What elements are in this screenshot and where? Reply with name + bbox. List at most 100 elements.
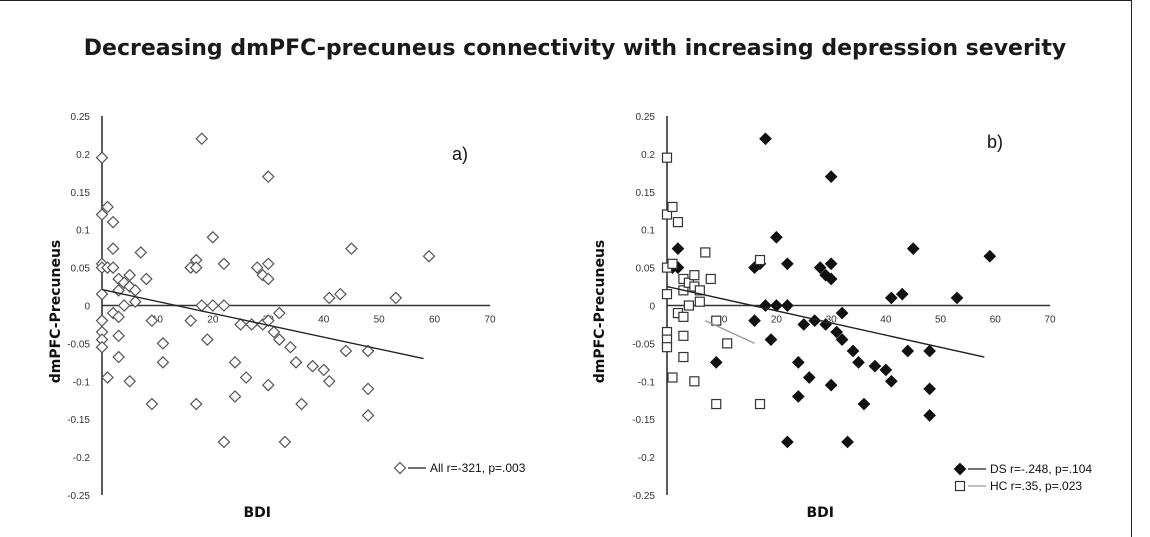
data-point-all [189, 261, 203, 274]
data-point-all [261, 378, 275, 392]
data-point-all [101, 200, 114, 214]
data-point-ds [802, 371, 816, 384]
data-point-ds [895, 287, 909, 301]
data-point-all [95, 208, 109, 221]
data-point-hc [678, 351, 689, 363]
data-point-all [284, 340, 297, 354]
data-point-all [156, 356, 170, 369]
data-point-ds [841, 435, 854, 449]
data-point-all [217, 299, 231, 312]
data-point-hc [694, 285, 705, 296]
x-tick-label: 20 [771, 315, 783, 326]
data-point-all [206, 299, 220, 312]
data-point-all [95, 340, 109, 354]
data-point-all [195, 132, 209, 146]
data-point-ds [824, 272, 838, 286]
data-point-ds [813, 261, 827, 274]
data-point-all [239, 371, 253, 384]
x-tick-label: 60 [990, 315, 1002, 326]
data-point-all [273, 306, 286, 320]
y-tick-label: 0.2 [641, 150, 655, 161]
data-point-all [389, 291, 403, 305]
data-point-all [112, 310, 125, 324]
data-point-ds [868, 359, 882, 373]
frame-right-border [1131, 0, 1132, 537]
chart-panel-a: 0.25 0.2 0.15 0.1 0.05 0 -0.05 -0.1 -0.15 -0.2 -0.… [0, 100, 565, 537]
data-point-ds [852, 356, 865, 369]
x-tick-label: 50 [935, 315, 947, 326]
data-point-hc [689, 376, 700, 387]
data-point-ds [824, 170, 838, 183]
x-tick-label: 10 [716, 315, 728, 326]
x-tick-label: 70 [484, 315, 496, 326]
data-point-all [339, 344, 353, 358]
data-point-all [361, 382, 375, 396]
data-point-ds [835, 333, 849, 346]
y-tick-label: 0.05 [636, 264, 656, 275]
data-point-hc [689, 270, 700, 281]
data-point-hc [678, 311, 689, 322]
data-point-all [139, 272, 153, 286]
data-point-all [267, 325, 281, 339]
data-point-hc [754, 254, 766, 266]
data-point-all [106, 261, 120, 274]
data-point-all [228, 390, 242, 403]
scatter-chart-a: 0.25 0.2 0.15 0.1 0.05 0 -0.05 -0.1 -0.15 -0.2 -0.… [48, 112, 526, 521]
data-point-all [289, 356, 303, 369]
y-tick-label: -0.25 [632, 491, 655, 502]
y-axis-title: dmPFC-Precuneus [48, 240, 64, 384]
y-tick-label: -0.1 [73, 377, 91, 388]
data-point-hc [667, 201, 678, 213]
x-tick-label: 10 [152, 315, 164, 326]
y-tick-label: 0.05 [71, 264, 91, 275]
y-tick-label: -0.15 [67, 415, 90, 426]
data-point-ds [901, 344, 915, 358]
data-point-all [123, 374, 137, 388]
frame-top-border [0, 0, 1132, 1]
data-point-all [195, 299, 209, 312]
data-point-all [95, 151, 109, 165]
data-point-all [128, 295, 142, 309]
data-point-hc [667, 258, 678, 269]
data-point-all [322, 291, 336, 305]
y-tick-label: 0.15 [636, 188, 656, 199]
data-point-all [422, 249, 436, 263]
data-point-all [200, 333, 214, 346]
data-point-all [261, 272, 275, 286]
data-point-hc [722, 338, 733, 349]
data-point-all [95, 287, 109, 301]
data-point-all [345, 242, 358, 255]
data-point-all [361, 409, 375, 422]
data-point-all [145, 397, 159, 411]
data-point-ds [879, 363, 893, 377]
data-point-ds [923, 382, 936, 396]
data-point-all [261, 257, 275, 271]
y-tick-label: -0.2 [73, 453, 91, 464]
data-point-hc [661, 152, 673, 163]
data-point-all [333, 287, 347, 301]
data-point-hc [678, 330, 689, 341]
data-point-hc [667, 372, 678, 383]
data-point-ds [781, 257, 794, 271]
data-point-ds [830, 325, 843, 339]
y-tick-label: 0.15 [71, 188, 91, 199]
data-point-ds [884, 374, 898, 388]
data-point-ds [884, 291, 898, 305]
data-point-all [101, 371, 114, 384]
data-point-ds [797, 318, 811, 331]
panel-label: a) [452, 144, 468, 164]
data-point-ds [857, 397, 871, 411]
data-point-all [261, 314, 275, 328]
y-tick-label: -0.15 [632, 415, 655, 426]
data-point-ds [835, 306, 849, 320]
data-point-hc [672, 217, 684, 228]
data-point-all [189, 397, 203, 411]
data-point-all [117, 299, 131, 312]
y-tick-label: -0.05 [632, 339, 655, 350]
y-tick-label: 0.1 [76, 226, 90, 237]
data-point-ds [764, 333, 778, 346]
data-point-ds [824, 378, 838, 392]
data-point-ds [759, 132, 772, 146]
data-point-ds [770, 230, 783, 244]
legend-label-ds: DS r=-.248, p=.104 [990, 462, 1092, 476]
